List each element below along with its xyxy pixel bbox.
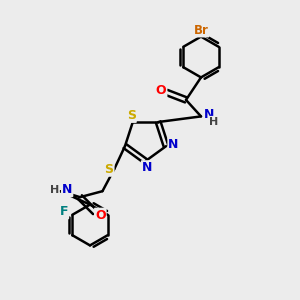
Text: S: S [105,163,114,176]
Text: H: H [50,185,59,195]
Text: N: N [142,161,152,174]
Text: O: O [156,84,167,98]
Text: Br: Br [194,23,208,37]
Text: H: H [209,117,218,127]
Text: N: N [62,183,72,196]
Text: N: N [204,108,214,122]
Text: S: S [127,109,136,122]
Text: O: O [95,209,106,222]
Text: N: N [168,138,179,151]
Text: F: F [60,205,68,218]
